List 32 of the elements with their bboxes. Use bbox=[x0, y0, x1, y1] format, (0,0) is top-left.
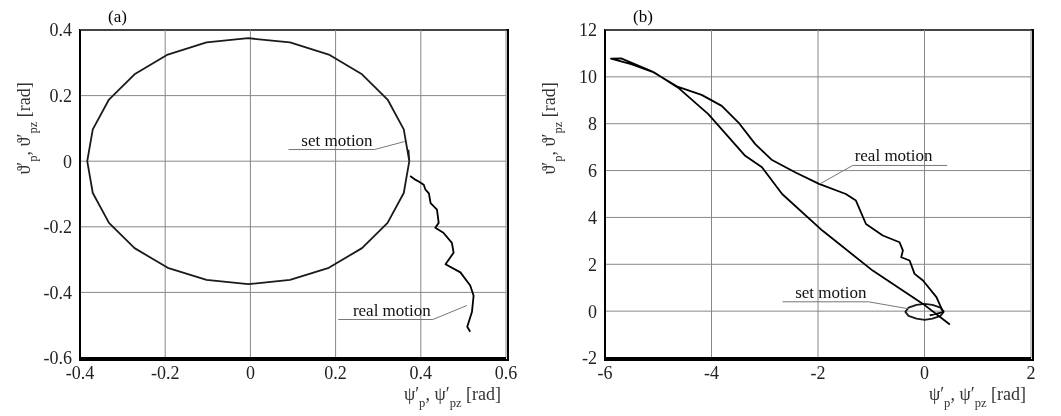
chart-title: (a) bbox=[108, 7, 127, 26]
series-label: real motion bbox=[854, 146, 934, 166]
x-tick-label: -4 bbox=[704, 362, 719, 383]
x-tick-label: -2 bbox=[810, 362, 826, 383]
y-tick-label: -2 bbox=[582, 348, 597, 369]
y-tick-label: 2 bbox=[588, 254, 597, 275]
y-tick-label: -0.2 bbox=[43, 217, 72, 238]
y-tick-label: -0.4 bbox=[43, 282, 72, 303]
y-tick-label: 0 bbox=[63, 151, 72, 172]
x-axis-title: ψ′$_{p}$, ψ′$_{pz}$ [rad] bbox=[928, 384, 1026, 410]
text: set motion bbox=[795, 282, 868, 302]
x-tick-label: 0.4 bbox=[409, 362, 433, 383]
y-tick-label: 0.2 bbox=[49, 85, 72, 106]
y-tick-label: 8 bbox=[588, 114, 597, 135]
y-tick-label: -0.6 bbox=[43, 348, 72, 369]
x-tick-label: 2 bbox=[1026, 362, 1036, 383]
y-tick-label: 0 bbox=[588, 301, 597, 322]
series-label: set motion bbox=[301, 130, 374, 150]
chart-title: (b) bbox=[633, 7, 653, 26]
x-tick-label: 0 bbox=[245, 362, 255, 383]
y-tick-label: 10 bbox=[579, 67, 597, 88]
x-tick-label: -0.2 bbox=[150, 362, 180, 383]
text: real motion bbox=[352, 300, 432, 320]
x-tick-label: -6 bbox=[597, 362, 613, 383]
x-axis-title: ψ′$_{p}$, ψ′$_{pz}$ [rad] bbox=[403, 384, 501, 410]
y-tick-label: 0.4 bbox=[49, 20, 72, 41]
y-tick-label: 4 bbox=[588, 207, 597, 228]
x-tick-label: 0.6 bbox=[494, 362, 518, 383]
y-tick-label: 6 bbox=[588, 160, 597, 181]
y-tick-label: 12 bbox=[579, 20, 597, 41]
x-tick-label: 0 bbox=[920, 362, 929, 383]
x-tick-label: 0.2 bbox=[324, 362, 347, 383]
